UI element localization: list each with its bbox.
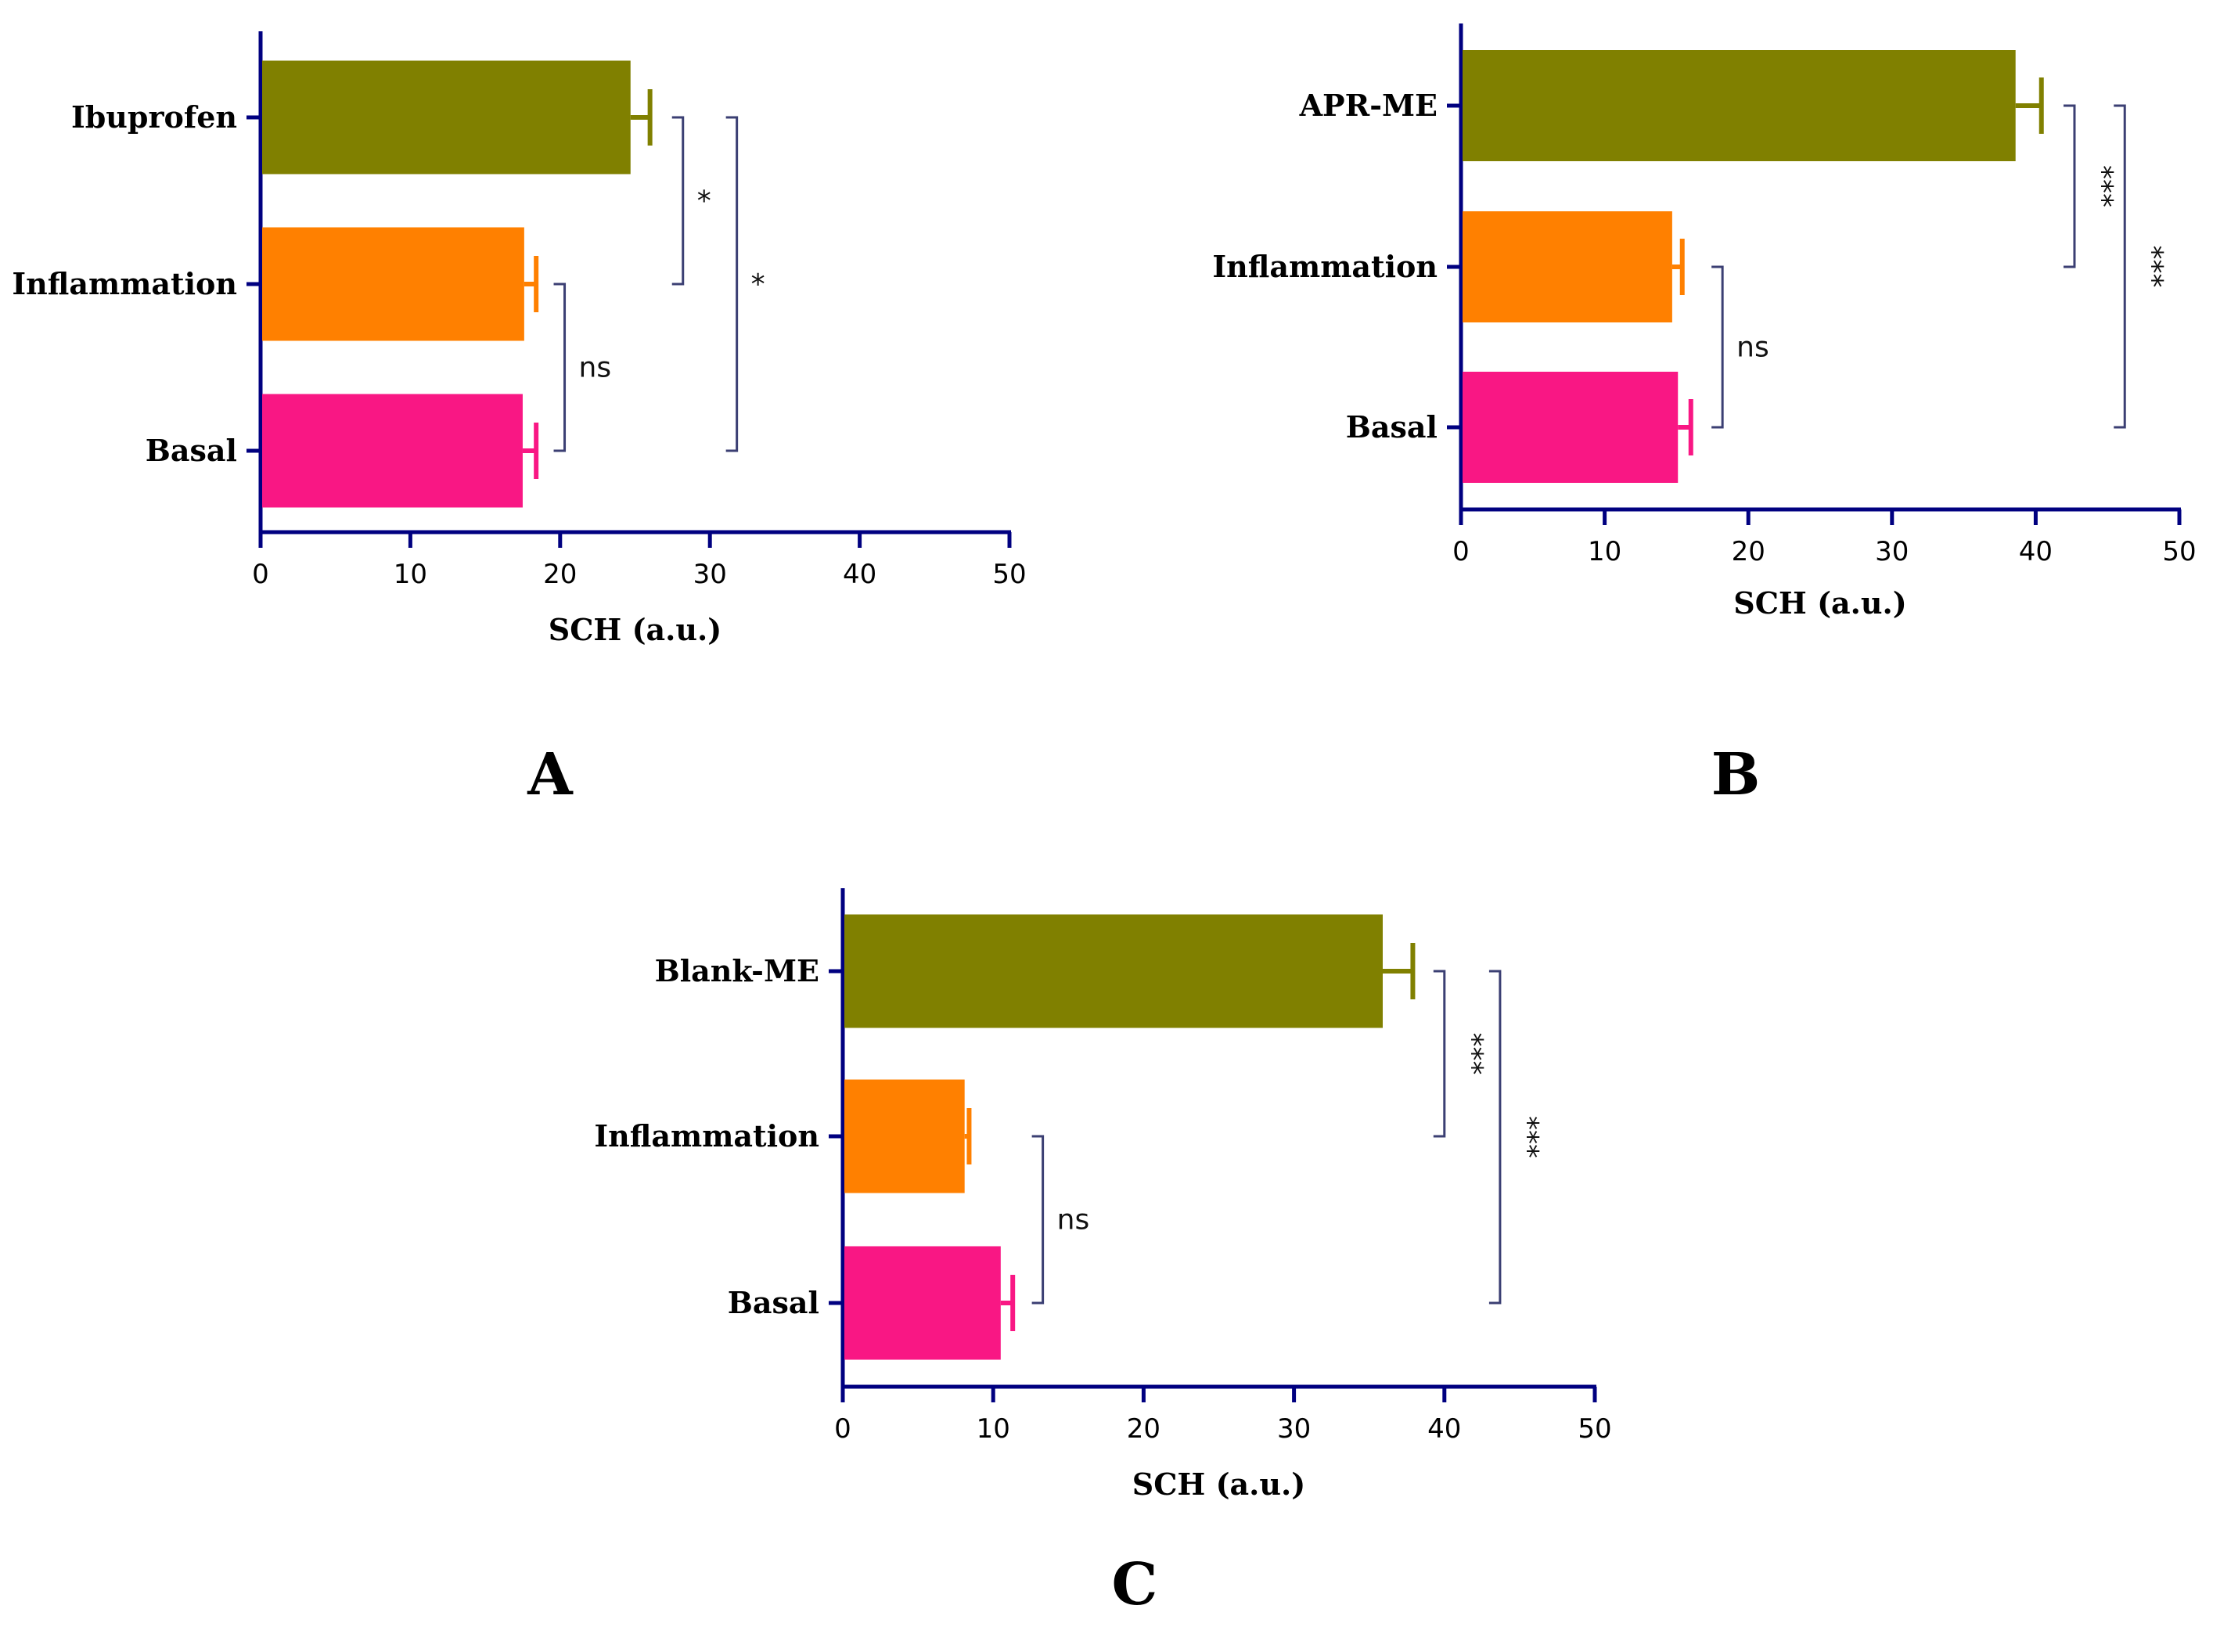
significance-bracket — [2063, 104, 2076, 268]
x-tick-label: 40 — [843, 559, 876, 590]
x-tick-label: 30 — [1875, 536, 1909, 567]
significance-label: *** — [2086, 165, 2118, 207]
bar-treatment — [1463, 50, 2016, 161]
panel-C: 0 10 20 30 40 50 SCH (a.u.) C Blank-ME Inflammati… — [594, 888, 1612, 1618]
category-label-basal: Basal — [146, 433, 237, 468]
x-tick-label: 20 — [543, 559, 577, 590]
x-tick-label: 50 — [992, 559, 1026, 590]
x-tick-label: 0 — [1452, 536, 1470, 567]
significance-bracket — [1711, 265, 1724, 429]
panel-A: 0 10 20 30 40 50 SCH (a.u.) A Ibuprofen Inflammat… — [12, 31, 1027, 808]
category-label-basal: Basal — [1346, 409, 1438, 444]
x-axis-title: SCH (a.u.) — [1132, 1467, 1306, 1502]
x-tick-label: 50 — [1578, 1413, 1611, 1445]
bar-basal — [844, 1246, 1001, 1360]
significance-bracket — [553, 283, 567, 452]
significance-label: * — [751, 268, 765, 301]
significance-label: *** — [1456, 1033, 1488, 1075]
x-tick-label: 30 — [1277, 1413, 1311, 1445]
x-axis-title: SCH (a.u.) — [1733, 585, 1907, 621]
bar-inflammation — [1463, 211, 1672, 322]
bar-treatment — [262, 60, 631, 175]
x-tick-label: 10 — [394, 559, 427, 590]
x-tick-label: 20 — [1127, 1413, 1160, 1445]
panel-letter: A — [527, 741, 574, 808]
bar-inflammation — [844, 1079, 965, 1193]
bar-inflammation — [262, 227, 524, 341]
significance-label: ns — [1057, 1204, 1090, 1236]
x-tick-label: 30 — [693, 559, 727, 590]
significance-label: *** — [1512, 1116, 1544, 1158]
significance-label: *** — [2136, 246, 2168, 288]
x-tick-label: 0 — [834, 1413, 851, 1445]
category-label-inflammation: Inflammation — [1212, 249, 1438, 284]
significance-bracket — [1488, 970, 1502, 1305]
x-tick-label: 10 — [1588, 536, 1621, 567]
bar-basal — [262, 394, 523, 508]
panel-B: 0 10 20 30 40 50 SCH (a.u.) B APR-ME Inflammation… — [1212, 23, 2197, 808]
category-label-treatment: Blank-ME — [655, 953, 819, 988]
category-label-inflammation: Inflammation — [594, 1118, 819, 1154]
bar-basal — [1463, 372, 1679, 483]
category-label-treatment: Ibuprofen — [71, 99, 237, 135]
significance-label: ns — [579, 352, 612, 384]
x-tick-label: 0 — [252, 559, 269, 590]
panel-letter: B — [1711, 741, 1761, 808]
x-tick-label: 20 — [1732, 536, 1765, 567]
significance-bracket — [671, 116, 685, 286]
panel-letter: C — [1112, 1551, 1158, 1618]
significance-bracket — [1433, 970, 1446, 1138]
significance-label: ns — [1736, 332, 1769, 364]
category-label-basal: Basal — [728, 1285, 819, 1320]
x-tick-label: 50 — [2162, 536, 2196, 567]
x-axis-title: SCH (a.u.) — [549, 612, 722, 647]
significance-label: * — [697, 185, 711, 218]
x-tick-label: 40 — [2019, 536, 2053, 567]
x-tick-label: 10 — [977, 1413, 1010, 1445]
significance-bracket — [725, 116, 739, 452]
significance-bracket — [1031, 1135, 1045, 1305]
bar-treatment — [844, 914, 1383, 1028]
category-label-inflammation: Inflammation — [12, 266, 237, 301]
x-tick-label: 40 — [1427, 1413, 1461, 1445]
significance-bracket — [2114, 104, 2126, 429]
category-label-treatment: APR-ME — [1299, 88, 1438, 123]
